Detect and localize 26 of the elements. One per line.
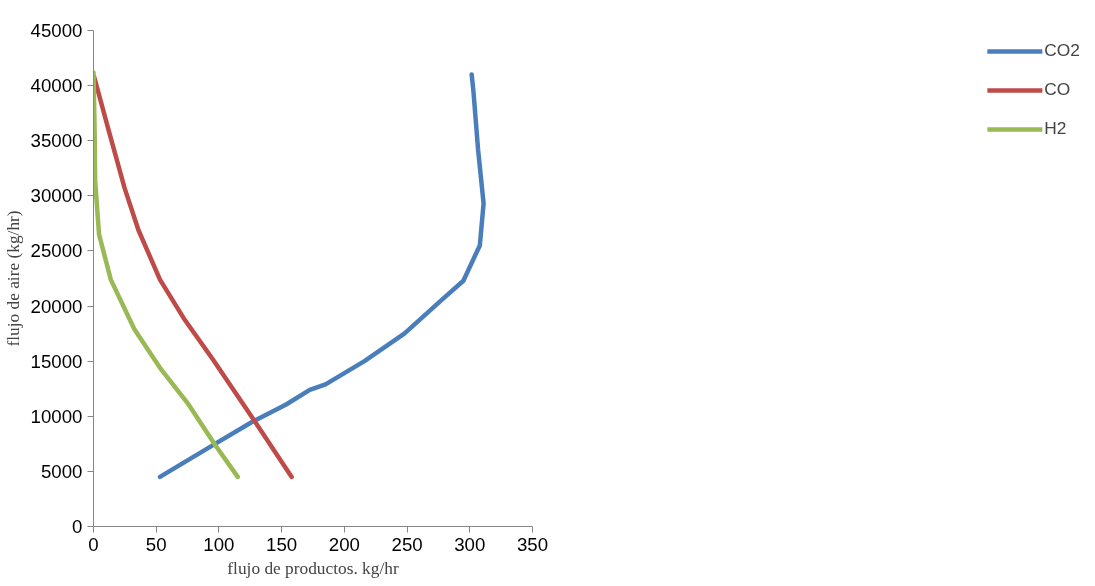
x-tick-label: 250: [391, 533, 423, 555]
y-tick-label: 10000: [30, 405, 83, 427]
line-series: [93, 74, 294, 480]
y-tick-label: 25000: [30, 240, 83, 262]
y-tick-label: 5000: [41, 460, 83, 482]
x-tick-label: 100: [203, 533, 235, 555]
x-tick-label: 350: [516, 533, 549, 555]
y-tick-label: 40000: [30, 75, 83, 97]
y-tick-label: 45000: [30, 20, 83, 41]
legend-label: CO2: [1044, 40, 1080, 61]
y-axis-title: flujo de aire (kg/hr): [3, 210, 23, 347]
y-tick-label: 15000: [30, 350, 83, 372]
x-tick-label: 150: [266, 533, 298, 555]
y-tick-label: 0: [72, 516, 83, 537]
x-tick-label: 50: [145, 533, 167, 555]
line-series: [157, 72, 486, 480]
x-tick-label: 200: [328, 533, 360, 555]
legend-label: H2: [1044, 118, 1067, 139]
x-tick-label: 0: [88, 533, 99, 555]
x-axis-title: flujo de productos. kg/hr: [227, 558, 399, 578]
x-tick-label: 300: [454, 533, 486, 555]
y-tick-label: 35000: [30, 130, 83, 152]
legend-label: CO: [1044, 79, 1071, 100]
y-tick-label: 30000: [30, 185, 83, 207]
y-tick-label: 20000: [30, 295, 83, 317]
line-series: [93, 70, 240, 480]
